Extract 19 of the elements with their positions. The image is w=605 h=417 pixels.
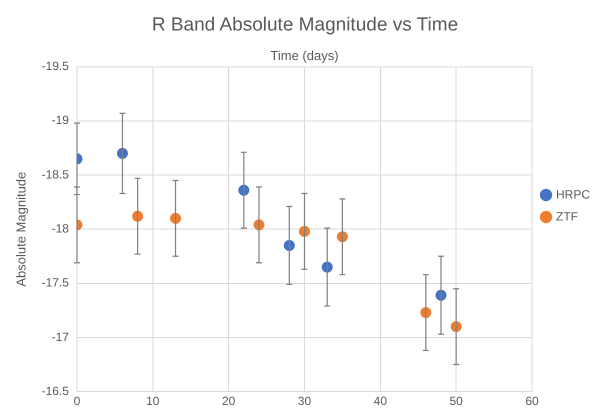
y-tick-label: -19.5: [42, 59, 70, 74]
x-tick-label: 20: [222, 394, 236, 408]
y-tick-label: -16.5: [42, 384, 70, 398]
x-tick-label: 40: [374, 394, 388, 408]
x-tick-label: 10: [146, 394, 160, 408]
y-axis-title: Absolute Magnitude: [13, 172, 28, 287]
legend-label: ZTF: [556, 209, 578, 224]
y-tick-label: -19: [52, 113, 70, 128]
chart-title: R Band Absolute Magnitude vs Time: [152, 14, 458, 36]
x-tick-label: 0: [74, 394, 81, 408]
x-tick-label: 30: [298, 394, 312, 408]
x-tick-label: 60: [525, 394, 539, 408]
x-axis-title: Time (days): [270, 48, 339, 63]
y-tick-label: -18.5: [42, 167, 70, 182]
legend-label: HRPC: [556, 187, 590, 202]
y-tick-label: -17: [52, 330, 70, 344]
y-tick-label: -17.5: [42, 276, 70, 290]
y-tick-label: -18: [52, 222, 70, 236]
x-tick-label: 50: [449, 394, 464, 408]
